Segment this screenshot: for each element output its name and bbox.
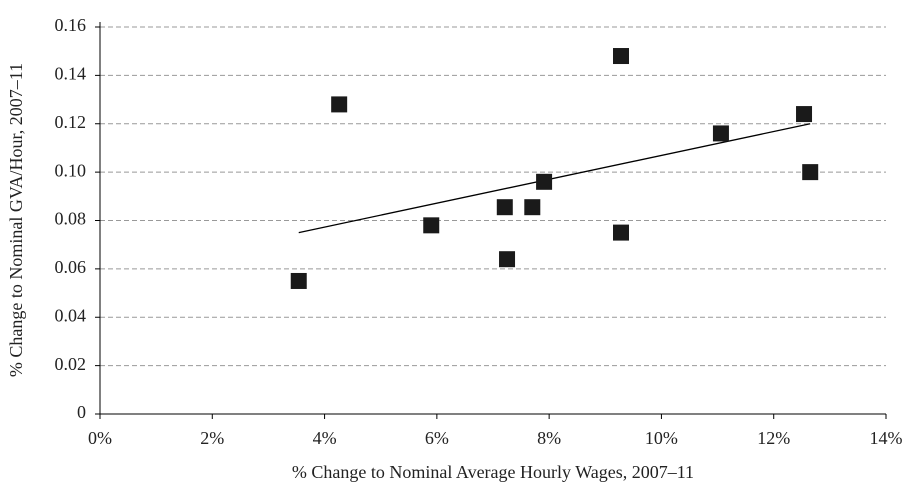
scatter-point	[499, 251, 516, 268]
x-tick-label: 0%	[88, 428, 112, 448]
x-tick-label: 2%	[200, 428, 224, 448]
trend-line	[298, 123, 811, 234]
x-tick-label: 12%	[757, 428, 790, 448]
y-tick-label: 0.08	[55, 209, 87, 229]
y-tick-label: 0.02	[55, 354, 87, 374]
x-axis-label: % Change to Nominal Average Hourly Wages…	[292, 462, 694, 482]
y-tick-label: 0.06	[55, 257, 87, 277]
x-tick-label: 10%	[645, 428, 678, 448]
scatter-point	[802, 164, 819, 181]
y-tick-label: 0.14	[55, 64, 87, 84]
scatter-point	[496, 199, 513, 216]
scatter-point	[796, 106, 813, 123]
y-tick-label: 0.12	[55, 112, 87, 132]
scatter-point	[613, 48, 630, 65]
x-tick-label: 6%	[425, 428, 449, 448]
y-tick-label: 0.04	[55, 305, 87, 325]
scatter-point	[536, 173, 553, 190]
scatter-point	[613, 224, 630, 241]
x-tick-label: 4%	[313, 428, 337, 448]
y-tick-label: 0.10	[55, 160, 87, 180]
y-axis-label: % Change to Nominal GVA/Hour, 2007–11	[6, 63, 26, 377]
scatter-point	[290, 272, 307, 289]
scatter-point	[524, 199, 541, 216]
scatter-point	[331, 96, 348, 113]
scatter-point	[712, 125, 729, 142]
x-tick-label: 14%	[870, 428, 903, 448]
y-tick-label: 0	[77, 402, 86, 422]
y-tick-label: 0.16	[55, 15, 87, 35]
scatter-point	[423, 217, 440, 234]
x-tick-label: 8%	[537, 428, 561, 448]
